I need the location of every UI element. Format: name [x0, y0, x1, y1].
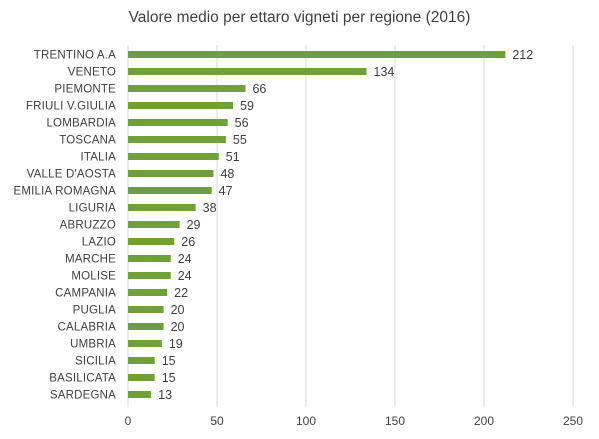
x-tick-label: 150 — [385, 414, 405, 428]
bar — [128, 306, 164, 313]
category-label: SICILIA — [75, 356, 116, 368]
category-label: UMBRIA — [70, 339, 116, 351]
data-label: 29 — [187, 218, 201, 232]
bar — [128, 85, 246, 92]
bar — [128, 153, 219, 160]
category-label: LAZIO — [82, 237, 116, 249]
bar — [128, 187, 212, 194]
bar — [128, 204, 196, 211]
category-label: TOSCANA — [59, 135, 116, 147]
data-label: 20 — [171, 303, 185, 317]
x-tick-label: 200 — [474, 414, 494, 428]
data-label: 24 — [178, 269, 192, 283]
data-label: 51 — [226, 150, 240, 164]
bar — [128, 238, 175, 245]
bar — [128, 391, 152, 398]
bar — [128, 221, 180, 228]
bar — [128, 170, 214, 177]
data-label: 55 — [233, 133, 247, 147]
category-label: CALABRIA — [58, 322, 117, 334]
data-label: 19 — [169, 337, 183, 351]
category-label: PUGLIA — [73, 305, 117, 317]
data-label: 212 — [512, 48, 533, 62]
bar — [128, 340, 162, 347]
x-tick-label: 250 — [563, 414, 583, 428]
category-label: ABRUZZO — [60, 220, 116, 232]
data-label: 15 — [162, 354, 176, 368]
bar — [128, 272, 171, 279]
data-label: 48 — [220, 167, 234, 181]
bar — [128, 68, 367, 75]
category-labels: TRENTINO A.A VENETO PIEMONTE FRIULI V.GIULI… — [14, 50, 117, 402]
category-label: PIEMONTE — [54, 84, 116, 96]
category-label: MARCHE — [65, 254, 116, 266]
category-label: LOMBARDIA — [46, 118, 116, 130]
bar — [128, 374, 155, 381]
bars — [128, 51, 506, 398]
category-label: TRENTINO A.A — [34, 50, 116, 62]
data-label: 13 — [158, 388, 172, 402]
bar — [128, 136, 226, 143]
data-label: 15 — [162, 371, 176, 385]
category-label: VALLE D'AOSTA — [27, 169, 117, 181]
data-label: 56 — [235, 116, 249, 130]
category-label: BASILICATA — [49, 373, 116, 385]
x-axis-ticks: 0 50 100 150 200 250 — [125, 414, 584, 428]
bar — [128, 119, 228, 126]
x-tick-label: 0 — [125, 414, 132, 428]
chart-title: Valore medio per ettaro vigneti per regi… — [128, 9, 471, 26]
bar — [128, 51, 506, 58]
data-label: 38 — [203, 201, 217, 215]
bar — [128, 323, 164, 330]
bar — [128, 357, 155, 364]
category-label: CAMPANIA — [55, 288, 116, 300]
bar — [128, 289, 168, 296]
category-label: ITALIA — [81, 152, 117, 164]
data-label: 47 — [219, 184, 233, 198]
category-label: SARDEGNA — [50, 390, 116, 402]
data-label: 26 — [181, 235, 195, 249]
category-label: EMILIA ROMAGNA — [14, 186, 117, 198]
data-label: 22 — [174, 286, 188, 300]
bar — [128, 102, 234, 109]
x-tick-label: 50 — [210, 414, 224, 428]
category-label: VENETO — [68, 67, 116, 79]
data-label: 59 — [240, 99, 254, 113]
data-label: 66 — [252, 82, 266, 96]
bar — [128, 255, 171, 262]
data-label: 134 — [374, 65, 395, 79]
data-label: 20 — [171, 320, 185, 334]
x-tick-label: 100 — [296, 414, 316, 428]
category-label: MOLISE — [71, 271, 116, 283]
data-label: 24 — [178, 252, 192, 266]
category-label: FRIULI V.GIULIA — [26, 101, 116, 113]
category-label: LIGURIA — [69, 203, 117, 215]
